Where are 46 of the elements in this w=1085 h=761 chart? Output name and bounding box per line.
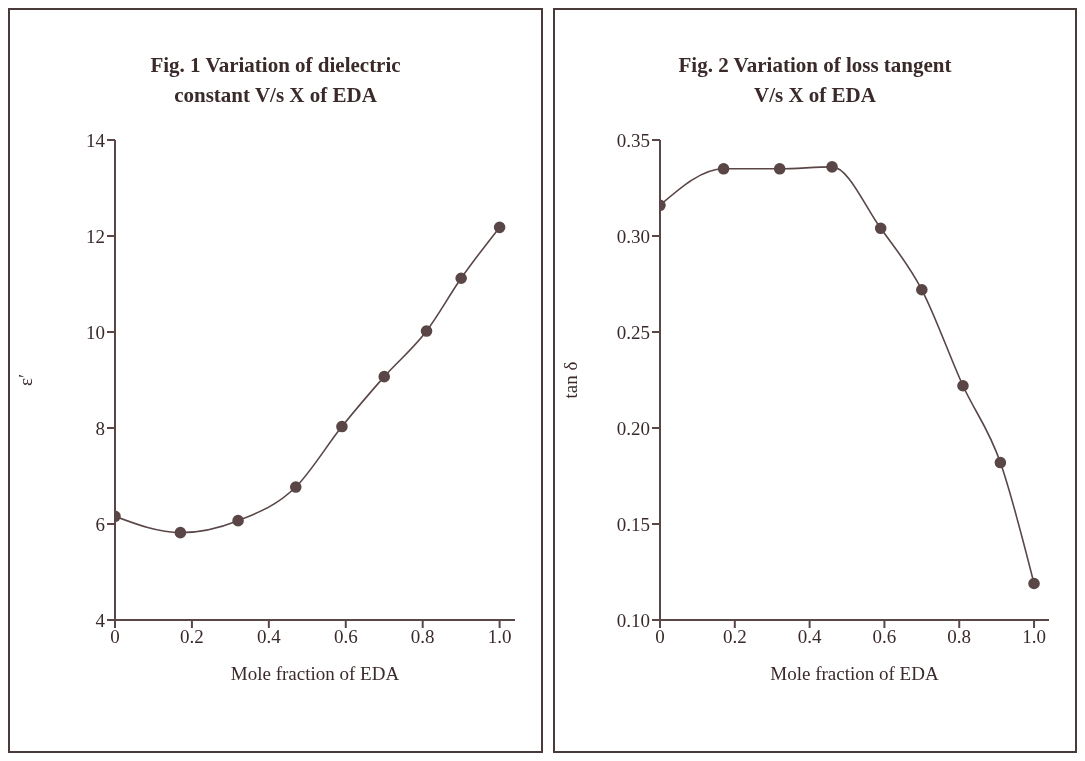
x-tick-label: 0 (110, 626, 120, 648)
x-tick-label: 0.4 (797, 626, 822, 648)
y-tick-label: 0.30 (616, 225, 650, 247)
x-axis-title: Mole fraction of EDA (770, 663, 939, 684)
y-axis-title: ε′ (14, 373, 36, 387)
x-tick-label: 0.8 (410, 626, 435, 648)
x-tick-label: 1.0 (1022, 626, 1046, 648)
point (957, 379, 969, 392)
point (1028, 577, 1040, 590)
chart-title: Fig. 1 Variation of dielectric constant V/s X of EDA (149, 52, 402, 109)
y-tick-label: 0.25 (616, 321, 650, 343)
point (493, 221, 506, 234)
point (916, 283, 928, 296)
x-tick-label: 0 (655, 626, 665, 648)
y-tick-label: 12 (86, 225, 105, 247)
point (420, 325, 433, 337)
y-axis-title: tan δ (559, 361, 581, 399)
y-tick-label: 14 (86, 129, 106, 151)
x-tick-label: 0.2 (180, 626, 204, 648)
chart-title: Fig. 2 Variation of loss tangent V/s X of EDA (677, 52, 953, 109)
y-tick-label: 4 (95, 609, 106, 631)
x-tick-label: 0.4 (256, 626, 282, 648)
point (874, 222, 887, 235)
y-tick-label: 6 (95, 513, 105, 535)
y-tick-label: 0.20 (616, 417, 650, 439)
point (826, 161, 838, 173)
x-tick-label: 1.0 (487, 626, 512, 648)
y-tick-label: 0.35 (616, 129, 650, 151)
y-tick-label: 0.10 (616, 609, 650, 631)
point (378, 370, 391, 383)
y-tick-label: 10 (86, 321, 105, 343)
x-tick-label: 0.2 (722, 626, 747, 648)
point (455, 272, 467, 285)
point (994, 456, 1007, 469)
x-axis-title: Mole fraction of EDA (230, 663, 400, 684)
point (289, 481, 302, 493)
y-tick-label: 0.15 (616, 513, 650, 535)
point (174, 526, 187, 539)
point (773, 163, 786, 175)
point (232, 514, 244, 527)
x-tick-label: 0.6 (872, 626, 897, 648)
y-tick-label: 8 (95, 417, 105, 439)
point (717, 163, 730, 175)
x-tick-label: 0.6 (333, 626, 358, 648)
point (336, 420, 348, 433)
x-tick-label: 0.8 (947, 626, 972, 648)
